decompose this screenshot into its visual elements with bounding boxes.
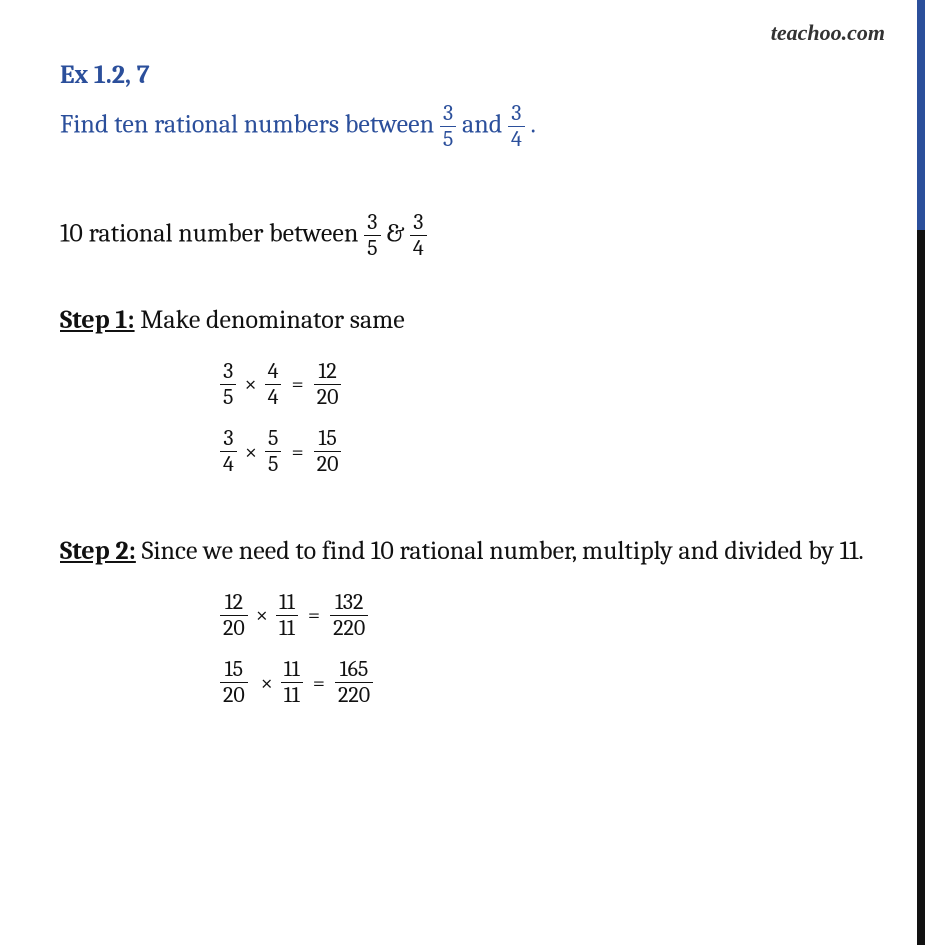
step-2-equation-2: 15 20 × 11 11 = 165 220	[220, 658, 895, 707]
fraction-numerator: 12	[222, 591, 246, 615]
fraction-denominator: 220	[330, 615, 368, 640]
fraction-numerator: 12	[315, 360, 339, 384]
page-content: teachoo.com Ex 1.2, 7 Find ten rational …	[0, 0, 945, 945]
step-2-equation-1: 12 20 × 11 11 = 132 220	[220, 591, 895, 640]
fraction-denominator: 5	[265, 451, 281, 476]
fraction: 15 20	[314, 427, 342, 476]
fraction-numerator: 3	[220, 360, 236, 384]
step-2-heading: Step 2: Since we need to find 10 rationa…	[60, 531, 895, 573]
fraction-numerator: 165	[337, 658, 372, 682]
fraction-denominator: 5	[220, 384, 236, 409]
fraction-numerator: 132	[332, 591, 367, 615]
fraction-denominator: 11	[276, 615, 298, 640]
fraction-numerator: 15	[315, 427, 339, 451]
fraction: 4 4	[265, 360, 282, 409]
intro-text: 10 rational number between 3 5 & 3 4	[60, 211, 895, 260]
multiply-sign: ×	[244, 371, 256, 397]
fraction: 5 5	[265, 427, 281, 476]
fraction-numerator: 15	[222, 658, 246, 682]
fraction-numerator: 3	[364, 211, 380, 235]
step-1-equation-1: 3 5 × 4 4 = 12 20	[220, 360, 895, 409]
question-suffix: .	[531, 110, 536, 140]
question-fraction-1: 3 5	[440, 102, 456, 151]
fraction-denominator: 11	[281, 682, 303, 707]
equals-sign: =	[291, 439, 303, 465]
fraction-numerator: 3	[220, 427, 236, 451]
intro-amp: &	[386, 219, 410, 249]
fraction-numerator: 5	[265, 427, 281, 451]
fraction-denominator: 220	[335, 682, 373, 707]
step-1-math: 3 5 × 4 4 = 12 20 3 4 × 5 5 =	[220, 360, 895, 476]
fraction: 3 4	[220, 427, 237, 476]
step-1-label: Step 1:	[60, 305, 135, 335]
step-1-text: Make denominator same	[135, 305, 405, 335]
multiply-sign: ×	[245, 439, 257, 465]
fraction: 3 5	[220, 360, 236, 409]
fraction-denominator: 4	[508, 126, 525, 151]
step-1-heading: Step 1: Make denominator same	[60, 300, 895, 342]
question-fraction-2: 3 4	[508, 102, 525, 151]
fraction-numerator: 11	[276, 591, 298, 615]
fraction: 12 20	[314, 360, 342, 409]
question-text: Find ten rational numbers between 3 5 an…	[60, 102, 895, 151]
step-2-text: Since we need to find 10 rational number…	[136, 536, 864, 566]
step-1-equation-2: 3 4 × 5 5 = 15 20	[220, 427, 895, 476]
brand-watermark: teachoo.com	[771, 20, 885, 46]
multiply-sign: ×	[256, 670, 273, 696]
fraction-numerator: 3	[508, 102, 524, 126]
equals-sign: =	[313, 670, 325, 696]
fraction: 132 220	[330, 591, 368, 640]
exercise-label: Ex 1.2, 7	[60, 60, 895, 90]
fraction: 11 11	[276, 591, 298, 640]
fraction-denominator: 20	[314, 451, 342, 476]
fraction-denominator: 4	[265, 384, 282, 409]
fraction-denominator: 5	[364, 235, 380, 260]
intro-prefix: 10 rational number between	[60, 219, 364, 249]
fraction: 165 220	[335, 658, 373, 707]
fraction: 15 20	[220, 658, 248, 707]
step-2-label: Step 2:	[60, 536, 136, 566]
fraction-numerator: 3	[440, 102, 456, 126]
intro-fraction-2: 3 4	[410, 211, 427, 260]
fraction: 12 20	[220, 591, 248, 640]
fraction-denominator: 20	[314, 384, 342, 409]
question-prefix: Find ten rational numbers between	[60, 110, 440, 140]
fraction-denominator: 5	[440, 126, 456, 151]
equals-sign: =	[291, 371, 303, 397]
fraction-denominator: 4	[410, 235, 427, 260]
fraction-numerator: 4	[265, 360, 282, 384]
fraction-denominator: 20	[220, 682, 248, 707]
equals-sign: =	[308, 602, 320, 628]
step-2-math: 12 20 × 11 11 = 132 220 15 20 × 11 11	[220, 591, 895, 707]
multiply-sign: ×	[256, 602, 268, 628]
fraction-denominator: 4	[220, 451, 237, 476]
fraction-numerator: 3	[410, 211, 426, 235]
question-mid: and	[462, 110, 508, 140]
intro-fraction-1: 3 5	[364, 211, 380, 260]
fraction: 11 11	[281, 658, 303, 707]
fraction-numerator: 11	[281, 658, 303, 682]
fraction-denominator: 20	[220, 615, 248, 640]
